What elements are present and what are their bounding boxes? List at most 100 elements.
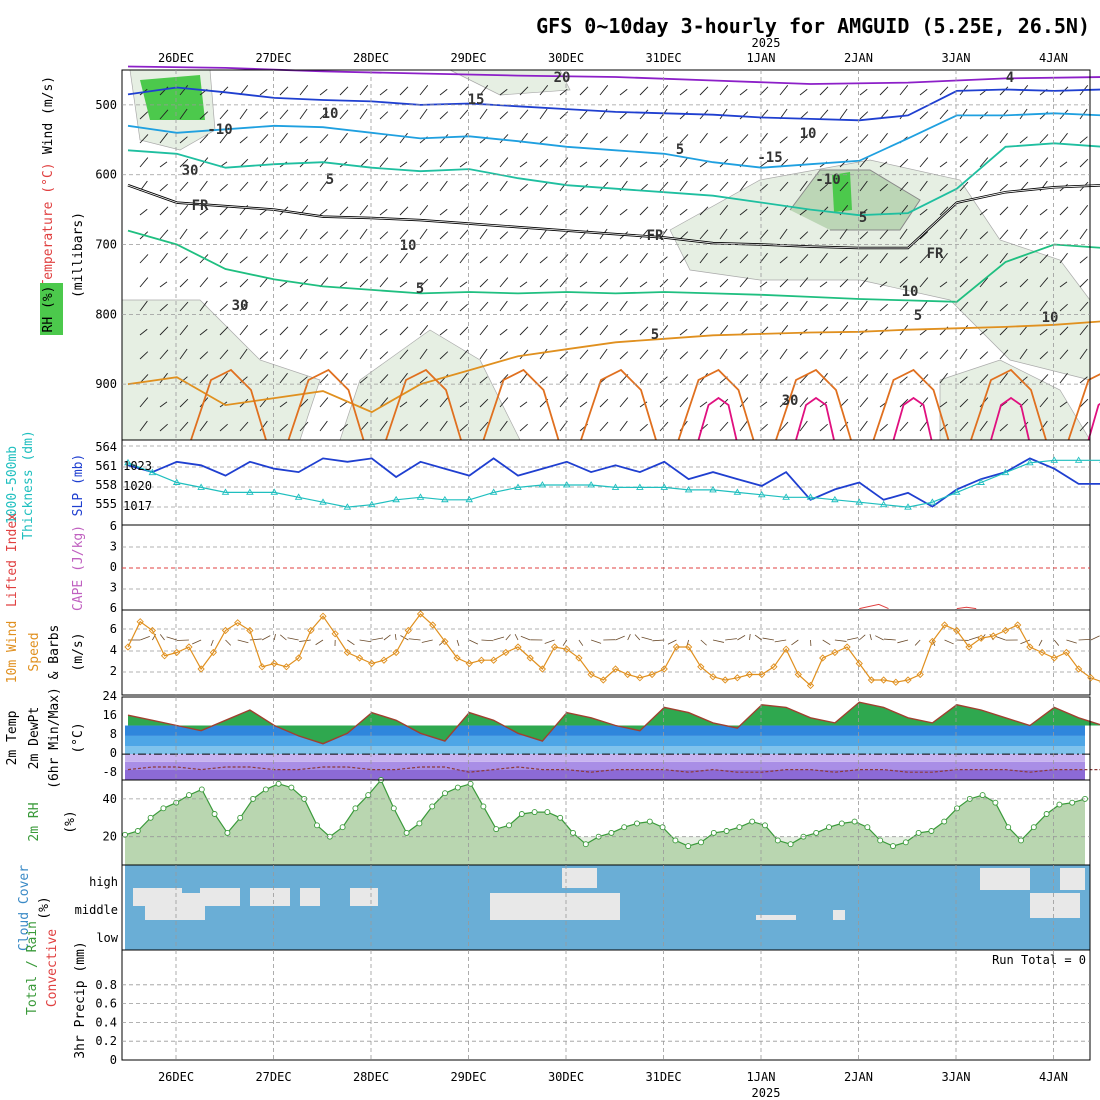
wind-barb <box>359 348 368 360</box>
wind-barb <box>199 351 209 360</box>
contour-label: 10 <box>902 284 919 300</box>
wind-barb <box>679 351 689 360</box>
wind-barb <box>519 229 529 240</box>
wind-barb <box>239 228 248 240</box>
wind10m-marker <box>355 654 364 662</box>
wind-barb <box>819 132 828 144</box>
wind-barb <box>579 326 589 336</box>
rh2m-marker <box>902 839 909 846</box>
wind-barb <box>159 109 169 120</box>
wind-barb <box>879 161 888 168</box>
rh2m-marker <box>160 805 167 812</box>
wind-barb <box>919 180 928 192</box>
wind-barb <box>159 281 168 288</box>
pressure-tick: 600 <box>95 168 117 182</box>
wind-barb <box>159 372 168 384</box>
wind-barb <box>279 303 288 312</box>
wind-barb-10m <box>456 639 460 647</box>
wind10m-marker <box>429 621 437 629</box>
wind-barb <box>1079 136 1088 144</box>
wind-barb <box>139 111 149 120</box>
wind-barb <box>899 228 908 240</box>
thickness-marker <box>319 498 327 505</box>
wind-barb <box>639 206 649 216</box>
panel-cape <box>121 524 1091 611</box>
panel-wind10m <box>121 609 1091 696</box>
wind-barb <box>779 301 789 312</box>
wind-barb <box>499 351 509 360</box>
date-label-bottom: 30DEC <box>548 1070 584 1084</box>
slp-line <box>127 457 1100 508</box>
wind-barb <box>499 134 509 144</box>
wind-barb <box>899 301 909 312</box>
thickness-tick: 561 <box>95 459 117 473</box>
wind-barb <box>699 229 709 240</box>
wind-barb <box>339 281 348 288</box>
thickness-tick: 558 <box>95 478 117 492</box>
rh2m-marker <box>442 790 448 797</box>
wind-barb <box>539 348 548 360</box>
rh2m-marker <box>531 809 538 816</box>
wind-barb <box>179 421 189 432</box>
wind-barb <box>699 281 708 288</box>
thickness-marker <box>1026 458 1034 466</box>
wind-barb <box>679 180 688 192</box>
wind10m-tick: 4 <box>110 643 117 657</box>
rh2m-marker <box>198 786 205 793</box>
wind-barb <box>459 132 468 144</box>
rh2m-marker <box>288 784 295 791</box>
wind-barb <box>219 423 228 432</box>
temp2m-tick: 24 <box>103 689 117 703</box>
wind-barb <box>899 85 909 96</box>
date-label-bottom: 3JAN <box>942 1070 971 1084</box>
wind-barb <box>939 401 948 408</box>
wind-barb <box>139 254 149 264</box>
rh2m-marker <box>774 837 781 844</box>
wind-barb <box>839 348 848 360</box>
wind-barb <box>459 86 469 96</box>
wind-barb-10m <box>897 639 909 644</box>
wind10m-marker <box>599 676 607 684</box>
contour-label: 30 <box>782 393 799 409</box>
wind-barb <box>379 397 389 408</box>
wind10m-marker <box>453 654 461 662</box>
wind-barb <box>419 205 429 216</box>
contour-label: 20 <box>554 70 571 86</box>
rh2m-marker <box>506 822 512 829</box>
wind-barb <box>639 229 649 240</box>
rh-contour-area <box>339 329 521 441</box>
wind-barb <box>719 278 729 288</box>
contour-label: 10 <box>322 106 339 122</box>
thickness-tick: 555 <box>95 497 117 511</box>
wind-barb <box>799 208 808 216</box>
wind-barb <box>799 374 809 384</box>
wind-barb <box>779 398 789 408</box>
wind-barb <box>419 278 429 288</box>
wind-barb <box>459 206 469 216</box>
wind-barb <box>1019 348 1028 360</box>
wind-barb-10m <box>192 639 202 645</box>
thickness-marker <box>636 483 644 490</box>
wind-barb <box>919 134 929 144</box>
surface-temp-contour <box>1067 373 1100 441</box>
rh2m-marker <box>339 824 346 831</box>
wind-barb <box>179 325 189 336</box>
wind-barb <box>659 348 668 360</box>
y-axis-label-dewpoint2m: 2m DewPt <box>27 707 42 770</box>
wind-barb <box>1079 421 1089 432</box>
wind-barb <box>539 181 549 192</box>
wind-barb <box>479 278 489 288</box>
wind-barb <box>299 85 309 96</box>
wind-barb <box>979 254 989 264</box>
wind-barb <box>879 132 888 144</box>
wind-barb <box>219 252 228 264</box>
wind-barb <box>819 401 828 408</box>
wind-barb <box>699 132 708 144</box>
wind-barb <box>1019 256 1028 264</box>
wind-barb <box>239 278 249 288</box>
wind-barb <box>979 157 989 168</box>
dewpoint2m-line <box>127 766 1100 773</box>
wind-barb <box>739 374 749 384</box>
temp-band <box>125 761 1085 770</box>
thickness-marker <box>392 495 400 503</box>
